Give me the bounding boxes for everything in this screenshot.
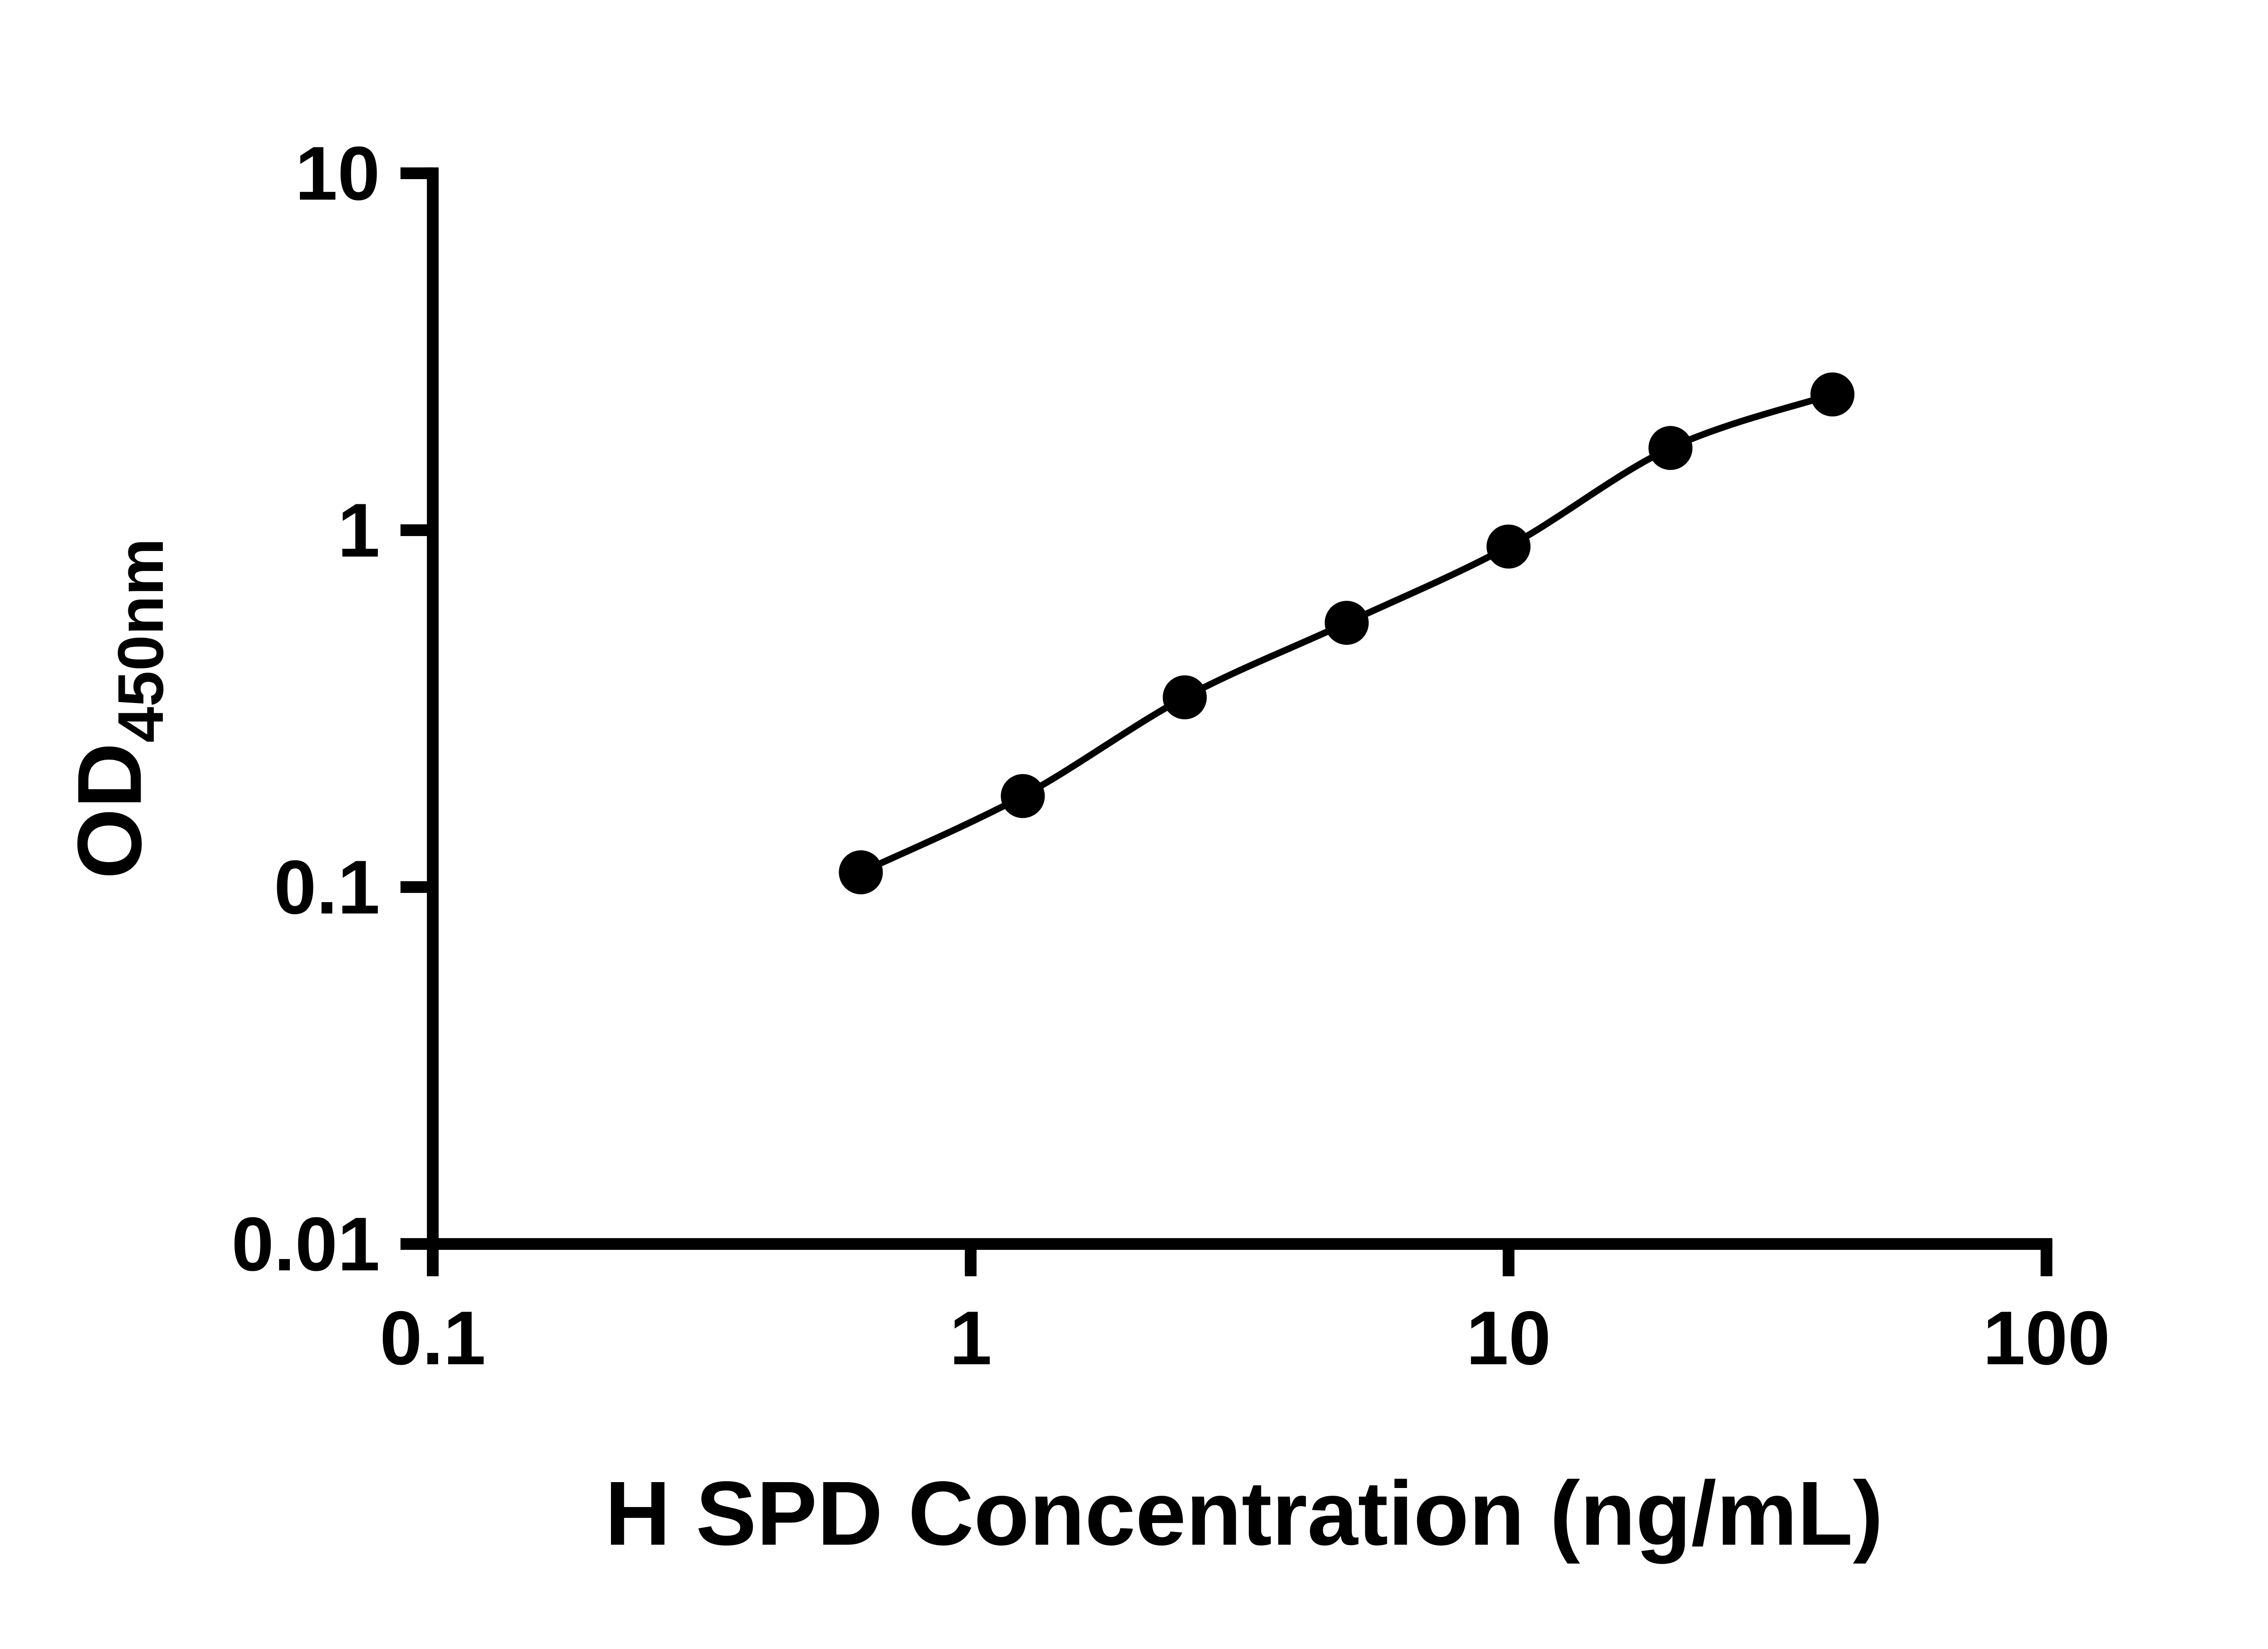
y-axis-tick-label: 0.01 — [231, 1201, 380, 1287]
axes-layer — [427, 167, 2053, 1250]
x-axis-tick-label: 100 — [1983, 1295, 2110, 1381]
y-axis-title: OD450nm — [59, 538, 177, 879]
series-layer — [839, 372, 1855, 894]
data-point-marker — [1648, 426, 1693, 470]
data-point-marker — [1810, 372, 1855, 417]
axis-spines — [427, 167, 2053, 1250]
data-point-marker — [839, 850, 883, 894]
y-axis-tick-label: 1 — [337, 488, 380, 573]
x-axis-tick-label: 1 — [949, 1295, 992, 1381]
data-point-marker — [1325, 600, 1369, 645]
x-axis-tick-label: 0.1 — [380, 1295, 486, 1381]
x-axis-tick-label: 10 — [1466, 1295, 1551, 1381]
y-axis-title-subscript: 450nm — [105, 538, 177, 743]
data-point-marker — [1486, 524, 1531, 569]
x-axis-title: H SPD Concentration (ng/mL) — [605, 1463, 1883, 1564]
y-axis-title-main: OD — [59, 743, 160, 879]
y-axis-tick-label: 0.1 — [274, 844, 380, 930]
y-axis-tick-label: 10 — [295, 131, 380, 216]
data-point-marker — [1163, 675, 1207, 720]
data-point-marker — [1001, 774, 1045, 818]
